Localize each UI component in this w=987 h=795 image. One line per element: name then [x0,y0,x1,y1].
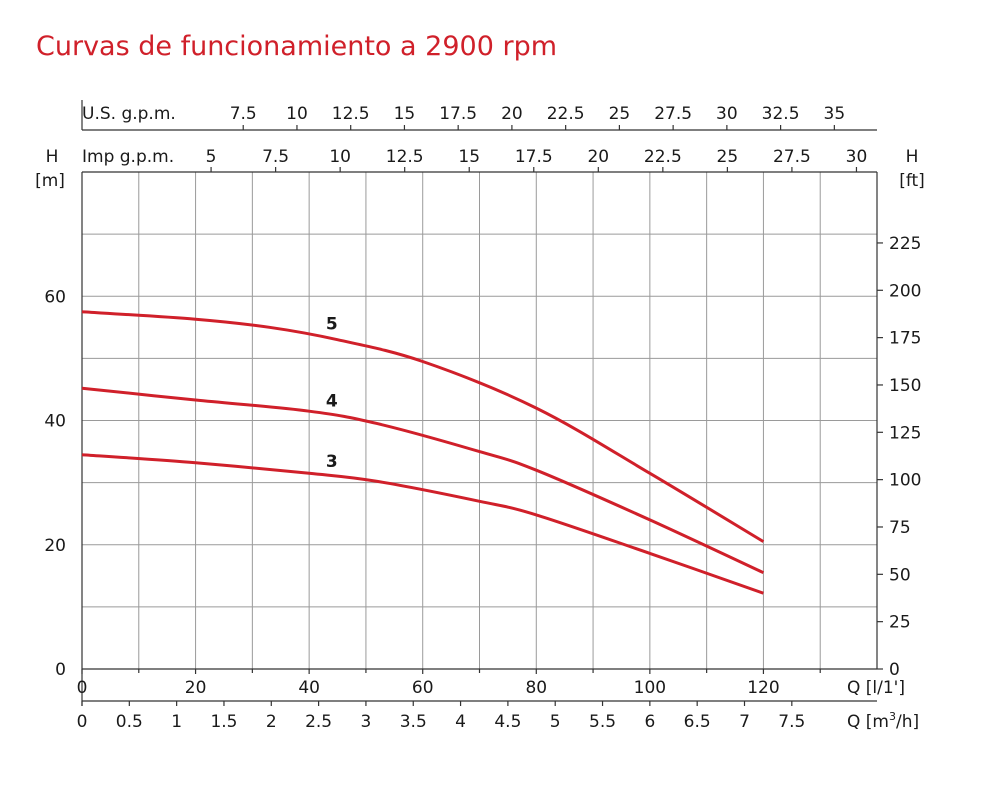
y-left-tick-label: 20 [44,536,66,556]
us-gpm-tick-label: 22.5 [547,104,585,124]
imp-gpm-tick-label: 20 [587,147,609,167]
chart-title: Curvas de funcionamiento a 2900 rpm [36,31,557,62]
m3h-tick-label: 5.5 [589,712,616,732]
pump-curve-4 [81,386,765,575]
y-right-tick-label: 225 [889,234,921,254]
y-right-tick-label: 50 [889,565,911,585]
us-gpm-tick-label: 32.5 [762,104,800,124]
m3h-tick-label: 4 [455,712,466,732]
x-tick-label: 60 [412,678,434,698]
y-left-tick-label: 60 [44,287,66,307]
m3h-tick-label: 3.5 [400,712,427,732]
x-tick-label: 120 [747,678,779,698]
x-tick-label: 40 [298,678,320,698]
m3h-tick-label: 2.5 [305,712,332,732]
y-left-tick-label: 40 [44,412,66,432]
imp-gpm-tick-label: 22.5 [644,147,682,167]
us-gpm-tick-label: 27.5 [654,104,692,124]
curve-label-4: 4 [326,391,338,411]
axes [81,100,883,706]
x-m3h-axis-label: Q [m3/h] [847,710,919,732]
us-gpm-tick-label: 15 [394,104,416,124]
us-gpm-tick-label: 10 [286,104,308,124]
us-gpm-axis-label: U.S. g.p.m. [82,104,176,124]
m3h-tick-label: 4.5 [494,712,521,732]
y-right-tick-label: 25 [889,613,911,633]
x-tick-label: 80 [525,678,547,698]
m3h-tick-label: 3 [361,712,372,732]
y-right-axis-label: H [906,147,919,167]
pump-curve-3 [81,453,764,595]
grid [82,172,877,669]
us-gpm-tick-label: 7.5 [230,104,257,124]
x-tick-label: 100 [634,678,666,698]
x-tick-label: 0 [77,678,88,698]
imp-gpm-tick-label: 12.5 [386,147,424,167]
m3h-tick-label: 1 [171,712,182,732]
pump-curve-5 [81,310,765,543]
y-right-tick-label: 200 [889,281,921,301]
us-gpm-tick-label: 12.5 [332,104,370,124]
y-left-axis-unit: [m] [35,171,65,191]
us-gpm-tick-label: 25 [609,104,631,124]
m3h-tick-label: 6 [644,712,655,732]
us-gpm-tick-label: 20 [501,104,523,124]
m3h-tick-label: 0 [77,712,88,732]
x-axis-label: Q [l/1'] [847,678,905,698]
y-left-axis-label: H [46,147,59,167]
y-right-tick-label: 150 [889,376,921,396]
x-tick-label: 20 [185,678,207,698]
us-gpm-tick-label: 35 [824,104,846,124]
m3h-tick-label: 7 [739,712,750,732]
y-right-tick-label: 0 [889,660,900,680]
y-left-tick-label: 0 [55,660,66,680]
imp-gpm-tick-label: 17.5 [515,147,553,167]
imp-gpm-tick-label: 30 [846,147,868,167]
us-gpm-tick-label: 17.5 [439,104,477,124]
imp-gpm-tick-label: 25 [717,147,739,167]
m3h-tick-label: 5 [550,712,561,732]
imp-gpm-axis-label: Imp g.p.m. [82,147,174,167]
curve-label-3: 3 [326,452,338,472]
imp-gpm-tick-label: 7.5 [262,147,289,167]
axis-labels: U.S. g.p.m. Imp g.p.m. H [m] H [ft] Q [l… [35,104,925,732]
y-right-tick-label: 75 [889,518,911,538]
curves: 5 4 3 [81,310,765,595]
m3h-tick-label: 2 [266,712,277,732]
y-right-tick-label: 100 [889,471,921,491]
imp-gpm-tick-label: 10 [329,147,351,167]
y-right-tick-label: 175 [889,329,921,349]
m3h-tick-label: 0.5 [116,712,143,732]
m3h-tick-label: 6.5 [684,712,711,732]
m3h-tick-label: 1.5 [210,712,237,732]
m3h-tick-label: 7.5 [778,712,805,732]
y-right-tick-label: 125 [889,423,921,443]
y-right-axis-unit: [ft] [899,171,925,191]
curve-label-5: 5 [326,315,338,335]
imp-gpm-tick-label: 5 [206,147,217,167]
us-gpm-tick-label: 30 [716,104,738,124]
imp-gpm-tick-label: 15 [458,147,480,167]
imp-gpm-tick-label: 27.5 [773,147,811,167]
